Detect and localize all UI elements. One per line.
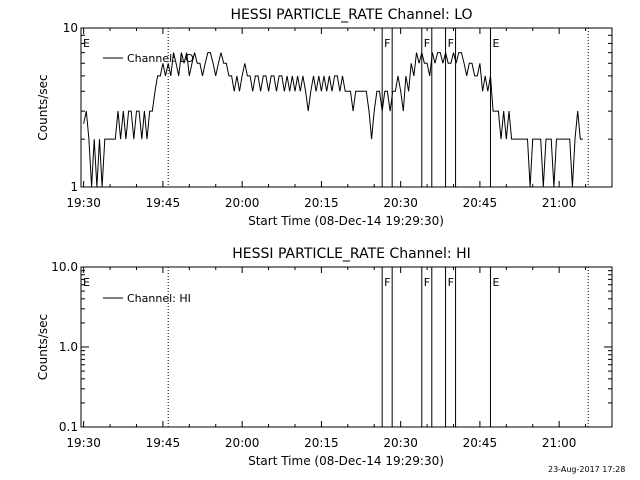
flare-marker-label: F <box>448 37 454 50</box>
x-tick-label: 21:00 <box>542 436 577 450</box>
data-series-0 <box>83 52 583 188</box>
chart-title-0: HESSI PARTICLE_RATE Channel: LO <box>230 7 472 23</box>
x-tick-label: 20:45 <box>463 196 498 210</box>
x-axis-label-0: Start Time (08-Dec-14 19:29:30) <box>248 214 444 228</box>
x-tick-label: 20:45 <box>463 436 498 450</box>
legend-label-1: Channel: HI <box>127 292 191 305</box>
flare-marker-label: F <box>424 37 430 50</box>
flare-marker-label: F <box>424 276 430 289</box>
flare-marker-label: E <box>492 276 499 289</box>
y-axis-label-1: Counts/sec <box>36 314 50 380</box>
y-axis-label-0: Counts/sec <box>36 74 50 140</box>
flare-marker-label: F <box>384 37 390 50</box>
flare-marker-label: F <box>384 276 390 289</box>
x-tick-label: 20:00 <box>225 196 260 210</box>
x-tick-label: 20:15 <box>304 196 339 210</box>
flare-marker-label: E <box>83 37 90 50</box>
plot-frame-0 <box>80 27 613 188</box>
y-tick-label: 10.0 <box>51 260 78 274</box>
flare-marker-label: E <box>492 37 499 50</box>
x-tick-label: 21:00 <box>542 196 577 210</box>
x-axis-label-1: Start Time (08-Dec-14 19:29:30) <box>248 454 444 468</box>
plot-frame-1 <box>80 266 613 428</box>
chart-title-1: HESSI PARTICLE_RATE Channel: HI <box>232 246 470 262</box>
y-tick-label: 0.1 <box>59 420 78 434</box>
y-tick-label: 10 <box>63 21 78 35</box>
x-tick-label: 19:30 <box>66 436 101 450</box>
flare-marker-label: F <box>448 276 454 289</box>
x-tick-label: 20:00 <box>225 436 260 450</box>
flare-marker-label: E <box>83 276 90 289</box>
x-tick-label: 19:45 <box>146 436 181 450</box>
x-tick-label: 20:30 <box>383 436 418 450</box>
x-tick-label: 20:30 <box>383 196 418 210</box>
x-tick-label: 19:30 <box>66 196 101 210</box>
x-tick-label: 20:15 <box>304 436 339 450</box>
y-tick-label: 1 <box>70 180 78 194</box>
footer-timestamp: 23-Aug-2017 17:28 <box>548 465 626 474</box>
y-tick-label: 1.0 <box>59 340 78 354</box>
legend-label-0: Channel: LO <box>127 52 194 65</box>
x-tick-label: 19:45 <box>146 196 181 210</box>
